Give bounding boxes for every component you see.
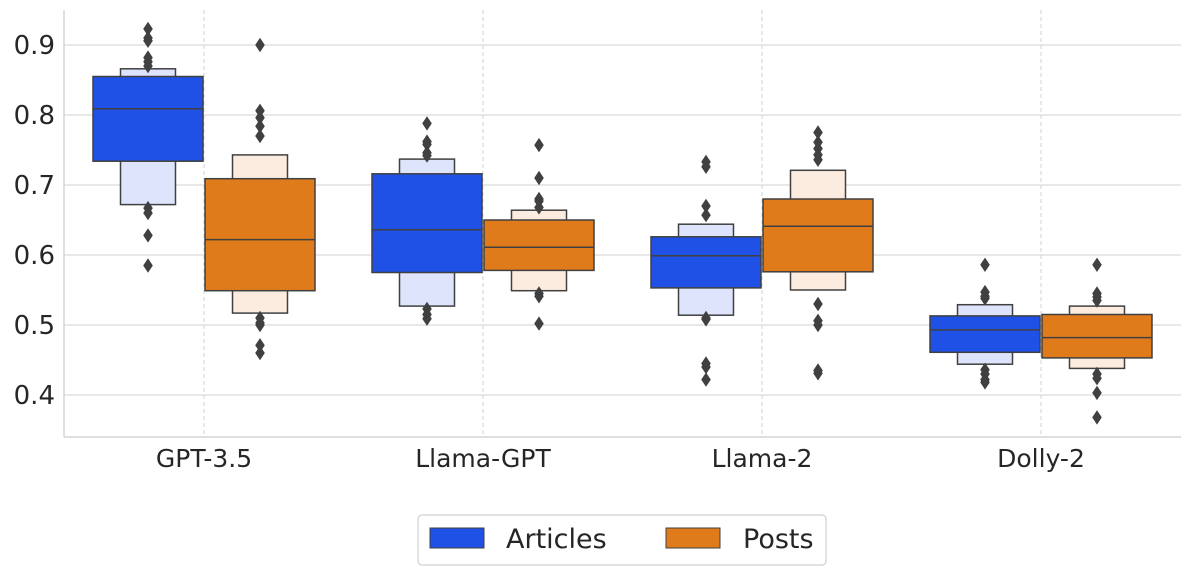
letter-value-box-iqr [371,173,483,274]
boxen-posts-llama-2 [762,125,874,381]
outlier-point [1092,385,1102,401]
outlier-point [813,125,823,140]
y-tick-label: 0.8 [14,101,55,131]
outlier-point [143,58,153,74]
outlier-point [1092,257,1102,272]
outlier-point [534,289,544,304]
outlier-point [1092,410,1102,425]
y-tick-label: 0.7 [14,171,55,201]
outlier-point [701,372,711,387]
outlier-point [255,338,265,353]
legend-swatch-posts [665,527,721,549]
axes [63,10,1181,438]
outlier-point [980,257,990,272]
boxen-articles-dolly-2 [929,257,1041,390]
letter-value-box-iqr [1041,313,1153,359]
boxen-articles-llama-2 [650,154,762,387]
outlier-point [701,198,711,214]
outlier-point [534,200,544,215]
legend-label-posts: Posts [743,524,814,555]
letter-value-box-iqr [650,236,762,289]
outlier-point [255,128,265,144]
y-tick-label: 0.5 [14,311,55,341]
letter-value-box-iqr [929,315,1041,354]
outlier-point [534,316,544,331]
legend: Articles Posts [417,514,827,566]
outlier-point [701,312,711,327]
legend-frame [417,514,827,566]
x-tick-label: Llama-2 [712,444,813,473]
y-tick-label: 0.4 [14,381,55,411]
outlier-point [255,110,265,125]
y-tick-label: 0.9 [14,31,55,61]
letter-value-box-iqr [762,198,874,273]
outlier-point [813,296,823,312]
outlier-point [422,311,432,326]
outlier-point [534,170,544,186]
outlier-point [422,116,432,131]
outlier-point [143,205,153,221]
outlier-point [255,37,265,53]
boxen-plot-area [92,21,1153,425]
outlier-point [980,291,990,306]
boxen-posts-gpt-3.5 [204,37,316,361]
series-posts [204,37,1153,425]
y-tick-label: 0.6 [14,241,55,271]
outlier-point [143,228,153,243]
letter-value-box-iqr [204,177,316,292]
letter-value-box-iqr [483,219,595,272]
x-tick-label: Llama-GPT [415,444,551,473]
y-tick-labels: 0.4 0.5 0.6 0.7 0.8 0.9 [14,31,55,411]
outlier-point [813,152,823,167]
x-tick-labels: GPT-3.5 Llama-GPT Llama-2 Dolly-2 [156,444,1085,473]
outlier-point [255,345,265,361]
boxen-articles-gpt-3.5 [92,21,204,273]
outlier-point [422,137,432,152]
outlier-point [143,33,153,48]
boxen-articles-llama-gpt [371,116,483,326]
x-tick-label: Dolly-2 [997,444,1085,473]
outlier-point [534,137,544,153]
letter-value-box-iqr [92,75,204,162]
outlier-point [143,258,153,273]
outlier-point [255,317,265,333]
boxen-posts-llama-gpt [483,137,595,331]
outlier-point [255,119,265,134]
outlier-point [701,207,711,223]
legend-swatch-articles [429,527,485,549]
outlier-point [1092,293,1102,308]
legend-label-articles: Articles [506,524,607,555]
x-tick-label: GPT-3.5 [156,444,252,473]
outlier-point [143,21,153,37]
outlier-point [701,159,711,174]
outlier-point [813,317,823,333]
outlier-point [1092,371,1102,386]
outlier-point [980,375,990,390]
outlier-point [701,359,711,375]
series-articles [92,21,1041,390]
boxen-posts-dolly-2 [1041,257,1153,425]
outlier-point [422,148,432,163]
outlier-point [813,366,823,381]
